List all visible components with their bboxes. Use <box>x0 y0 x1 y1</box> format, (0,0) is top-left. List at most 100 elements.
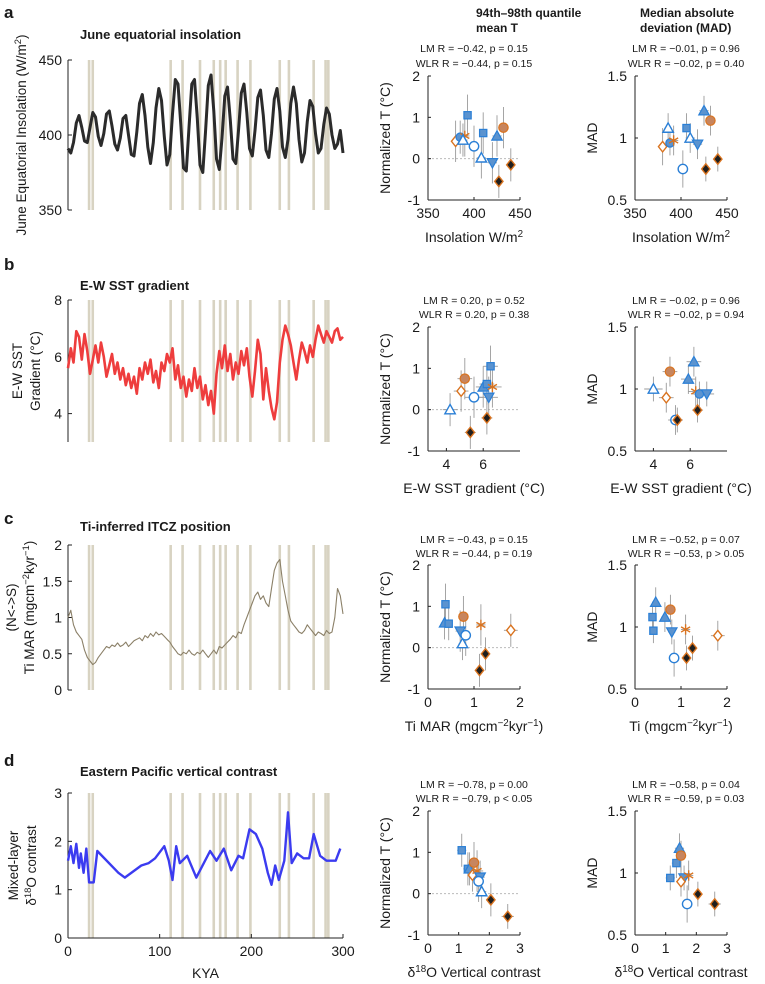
chart-b_ts: 4 6 8 E-W SST Gradient (°C) <box>10 292 344 442</box>
x-axis-label: δ18O Vertical contrast <box>614 964 747 980</box>
scatter-point <box>468 391 480 403</box>
x-tick-label: 1 <box>662 940 670 956</box>
y-tick-label: 0.5 <box>608 927 628 943</box>
glacial-band <box>218 545 222 690</box>
y-axis-label-line1: (N<->S) <box>4 583 19 631</box>
glacial-band <box>218 793 222 938</box>
y-tick-label: 0.5 <box>608 681 628 697</box>
x-axis-label: E-W SST gradient (°C) <box>610 480 751 496</box>
y-axis-label-line1: Mixed-layer <box>6 830 21 900</box>
scatter-point <box>649 626 658 635</box>
y-tick-label: -1 <box>408 927 421 943</box>
y-tick-label: 0 <box>54 930 62 946</box>
y-axis-label: MAD <box>584 611 600 642</box>
y-tick-label: 1.5 <box>608 803 628 819</box>
panel-letter-d: d <box>4 751 14 770</box>
x-tick-label: 0 <box>424 940 432 956</box>
y-tick-label: -1 <box>408 681 421 697</box>
glacial-band <box>224 60 227 210</box>
column-header-quantile-line1: 94th–98th quantile <box>476 6 582 20</box>
y-tick-label: 1 <box>412 598 420 614</box>
scatter-point <box>700 162 711 176</box>
scatter-point <box>712 629 723 643</box>
scatter-point <box>665 604 676 615</box>
column-header-quantile-line2: mean T <box>476 21 519 35</box>
y-axis-label-line1: E-W SST <box>10 343 25 399</box>
star-stroke <box>472 867 482 875</box>
glacial-band <box>169 300 172 442</box>
x-tick-label: 1 <box>677 694 685 710</box>
glacial-band <box>87 793 91 938</box>
y-tick-label: 1 <box>619 130 627 146</box>
scatter-point <box>687 641 698 655</box>
y-tick-label: 1 <box>412 109 420 125</box>
scatter-point <box>681 651 692 665</box>
glacial-band <box>198 300 202 442</box>
star-stroke <box>476 621 486 629</box>
chart-a_ts: 350 400 450 June Equatorial Insolation (W/m… <box>13 34 345 236</box>
chart-c_sc2: 0.5 1 1.5 0 1 2 Ti (mgcm−2​kyr−1​) MAD <box>584 557 733 734</box>
chart-a_sc2: 0.5 1 1.5 350 400 450 Insolation W/m2​ MAD <box>584 68 739 245</box>
glacial-band <box>218 60 222 210</box>
y-tick-label: -1 <box>408 443 421 459</box>
panel-title-c: Ti-inferred ITCZ position <box>80 519 231 534</box>
scatter-point <box>443 403 457 415</box>
glacial-band <box>324 793 327 938</box>
chart-c_ts: 0 0.5 1 1.5 2 (N<->S)Ti MAR (mgcm−2​kyr−1​) <box>4 537 344 698</box>
scatter-point <box>682 123 691 133</box>
x-axis-label: δ18O Vertical contrast <box>407 964 540 980</box>
x-axis-label: KYA <box>192 965 220 981</box>
glacial-band <box>224 300 227 442</box>
scatter-point <box>664 366 676 377</box>
scatter-point <box>473 875 484 887</box>
column-header-mad-line2: deviation (MAD) <box>640 21 731 35</box>
x-tick-label: 300 <box>331 943 355 959</box>
x-tick-label: 400 <box>669 205 693 221</box>
x-tick-label: 4 <box>650 456 658 472</box>
scatter-point <box>675 850 687 861</box>
y-tick-label: 0 <box>412 151 420 167</box>
scatter-point <box>672 858 681 868</box>
scatter-point <box>647 382 660 394</box>
chart-d_sc2: 0.5 1 1.5 0 1 2 3 δ18O Vertical contrast MAD <box>584 803 748 980</box>
y-tick-label: 1 <box>54 610 62 626</box>
scatter-point <box>657 140 668 154</box>
stats-d-right-wlr: WLR R = −0.59, p = 0.03 <box>628 793 745 805</box>
glacial-band <box>278 793 282 938</box>
y-tick-label: 1 <box>619 381 627 397</box>
x-tick-label: 400 <box>462 205 486 221</box>
y-tick-label: 2 <box>412 803 420 819</box>
x-axis-label: Ti MAR (mgcm−2​kyr−1​) <box>405 718 544 734</box>
y-tick-label: 2 <box>54 833 62 849</box>
stats-d-left-lm: LM R = −0.78, p = 0.00 <box>420 779 528 791</box>
scatter-point <box>649 595 662 607</box>
glacial-band <box>198 545 202 690</box>
y-tick-label: 350 <box>39 202 63 218</box>
stats-a-left-wlr: WLR R = −0.44, p = 0.15 <box>416 58 533 70</box>
scatter-point <box>457 846 466 855</box>
stats-c-right-wlr: WLR R = −0.53, p > 0.05 <box>628 548 745 560</box>
scatter-point <box>493 175 504 188</box>
scatter-point <box>691 139 704 151</box>
glacial-band <box>312 300 315 442</box>
scatter-point <box>502 910 513 923</box>
y-tick-label: 6 <box>54 349 62 365</box>
glacial-band <box>212 300 216 442</box>
y-tick-label: 1.5 <box>43 573 63 589</box>
scatter-point <box>486 362 495 371</box>
x-tick-label: 6 <box>479 456 487 472</box>
y-tick-label: 0 <box>412 640 420 656</box>
star-stroke <box>668 137 679 144</box>
scatter-point <box>486 158 499 170</box>
x-axis-label: E-W SST gradient (°C) <box>403 480 544 496</box>
scatter-point <box>474 664 485 677</box>
x-axis-label: Insolation W/m2​ <box>425 229 523 245</box>
chart-a_sc1: -1 0 1 2 350 400 450 Insolation W/m2​ Normalized… <box>377 68 532 245</box>
stats-c-left-lm: LM R = −0.43, p = 0.15 <box>420 534 528 546</box>
y-axis-label-line2: Gradient (°C) <box>28 331 43 411</box>
glacial-band <box>249 300 252 442</box>
glacial-band <box>249 793 252 938</box>
scatter-point <box>705 115 716 126</box>
